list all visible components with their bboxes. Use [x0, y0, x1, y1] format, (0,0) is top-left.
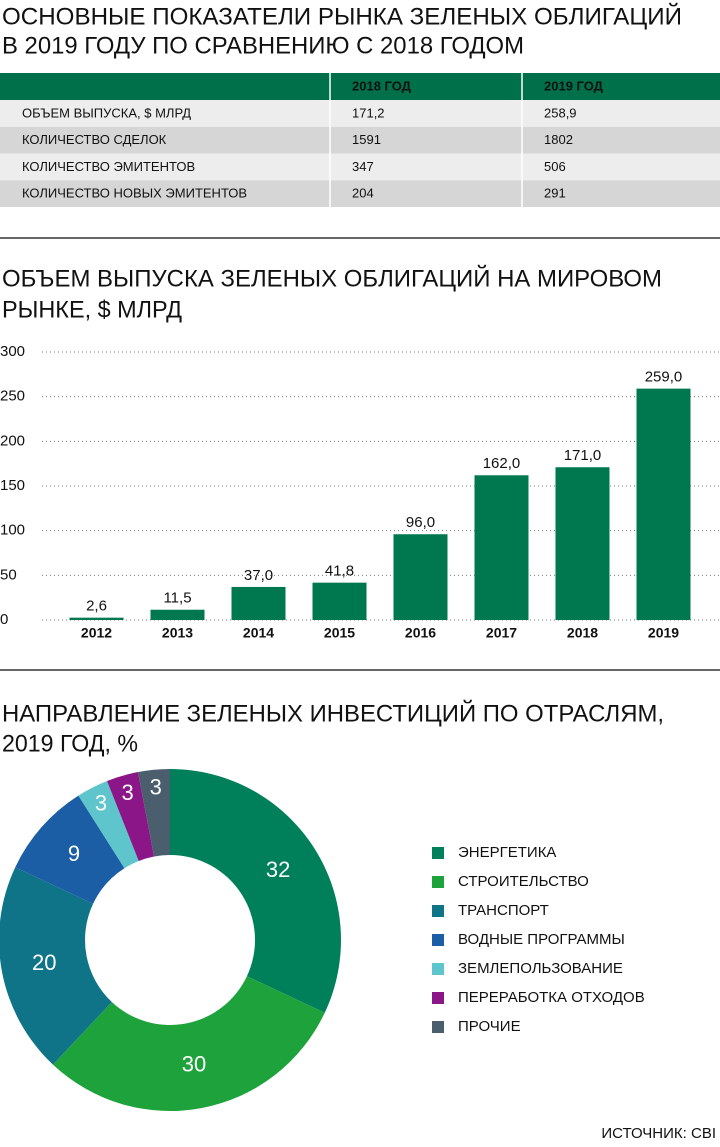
table-row: [0, 100, 720, 127]
x-tick-label: 2017: [486, 625, 517, 641]
donut-slice: [52, 976, 325, 1111]
table-title: ОСНОВНЫЕ ПОКАЗАТЕЛИ РЫНКА ЗЕЛЕНЫХ ОБЛИГА…: [2, 2, 682, 30]
bar: [393, 534, 448, 620]
table-cell: 1591: [352, 132, 381, 147]
donut-slice: [170, 769, 342, 1013]
table-cell: КОЛИЧЕСТВО ЭМИТЕНТОВ: [22, 159, 195, 174]
value-label: 171,0: [564, 447, 602, 464]
legend-label: СТРОИТЕЛЬСТВО: [458, 873, 589, 890]
donut-slice: [0, 867, 112, 1065]
source: ИСТОЧНИК: CBI: [601, 1125, 716, 1142]
chart-title: ОБЪЕМ ВЫПУСКА ЗЕЛЕНЫХ ОБЛИГАЦИЙ НА МИРОВ…: [2, 264, 662, 292]
column-header: 2019 ГОД: [544, 78, 604, 93]
legend-swatch: [432, 934, 444, 946]
value-label: 11,5: [163, 590, 191, 607]
table-title: В 2019 ГОДУ ПО СРАВНЕНИЮ С 2018 ГОДОМ: [2, 32, 524, 59]
chart-title: НАПРАВЛЕНИЕ ЗЕЛЕНЫХ ИНВЕСТИЦИЙ ПО ОТРАСЛ…: [2, 699, 664, 727]
legend-swatch: [432, 963, 444, 975]
value-label: 259,0: [645, 369, 683, 386]
bar: [312, 582, 367, 620]
donut-slice: [15, 795, 125, 904]
slice-label: 30: [182, 1052, 206, 1077]
legend-swatch: [432, 1021, 444, 1033]
bar: [555, 467, 610, 620]
table-cell: 291: [544, 186, 566, 201]
legend-label: ПРОЧИЕ: [458, 1018, 521, 1035]
table-row: [0, 180, 720, 207]
slice-label: 3: [95, 790, 107, 815]
legend-label: ВОДНЫЕ ПРОГРАММЫ: [458, 931, 625, 948]
legend-label: ТРАНСПОРТ: [458, 902, 549, 919]
y-tick-label: 50: [0, 566, 17, 583]
table-cell: ОБЪЕМ ВЫПУСКА, $ МЛРД: [22, 105, 191, 120]
bar: [636, 388, 691, 620]
slice-label: 3: [150, 774, 162, 799]
legend-swatch: [432, 876, 444, 888]
table-row: [0, 153, 720, 181]
slice-label: 20: [32, 950, 56, 975]
table-cell: КОЛИЧЕСТВО НОВЫХ ЭМИТЕНТОВ: [22, 186, 247, 201]
table-cell: 171,2: [352, 105, 385, 120]
table-cell: 1802: [544, 132, 573, 147]
value-label: 2,6: [86, 598, 107, 615]
value-label: 96,0: [406, 514, 435, 531]
table-cell: 506: [544, 159, 566, 174]
legend-label: ЗЕМЛЕПОЛЬЗОВАНИЕ: [458, 960, 623, 977]
column-header: 2018 ГОД: [352, 78, 412, 93]
bar: [231, 586, 286, 620]
value-label: 37,0: [244, 567, 273, 584]
legend-swatch: [432, 992, 444, 1004]
donut-slice: [107, 772, 155, 861]
value-label: 41,8: [325, 563, 354, 580]
slice-label: 32: [266, 857, 290, 882]
x-tick-label: 2014: [243, 625, 274, 641]
y-tick-label: 150: [0, 477, 25, 494]
legend-swatch: [432, 905, 444, 917]
y-tick-label: 100: [0, 522, 25, 539]
value-label: 162,0: [483, 455, 521, 472]
y-tick-label: 250: [0, 388, 25, 405]
table-cell: 204: [352, 186, 374, 201]
bar: [150, 609, 205, 620]
x-tick-label: 2013: [162, 625, 193, 641]
donut-slice: [78, 781, 139, 869]
table-cell: КОЛИЧЕСТВО СДЕЛОК: [22, 132, 167, 147]
x-tick-label: 2018: [567, 625, 598, 641]
table-header: [0, 73, 720, 100]
y-tick-label: 0: [0, 611, 8, 628]
bar: [69, 617, 124, 620]
x-tick-label: 2012: [81, 625, 112, 641]
slice-label: 9: [68, 841, 80, 866]
x-tick-label: 2016: [405, 625, 436, 641]
x-tick-label: 2019: [648, 625, 679, 641]
y-tick-label: 300: [0, 343, 25, 360]
slice-label: 3: [121, 780, 133, 805]
bar: [474, 475, 529, 620]
table-cell: 347: [352, 159, 374, 174]
table-row: [0, 126, 720, 154]
donut-slice: [137, 769, 170, 857]
x-tick-label: 2015: [324, 625, 355, 641]
legend-label: ПЕРЕРАБОТКА ОТХОДОВ: [458, 989, 645, 1006]
legend-swatch: [432, 847, 444, 859]
chart-title: 2019 ГОД, %: [2, 730, 138, 757]
legend-label: ЭНЕРГЕТИКА: [458, 844, 556, 861]
chart-title: РЫНКЕ, $ МЛРД: [2, 296, 182, 323]
y-tick-label: 200: [0, 432, 25, 449]
table-cell: 258,9: [544, 105, 577, 120]
